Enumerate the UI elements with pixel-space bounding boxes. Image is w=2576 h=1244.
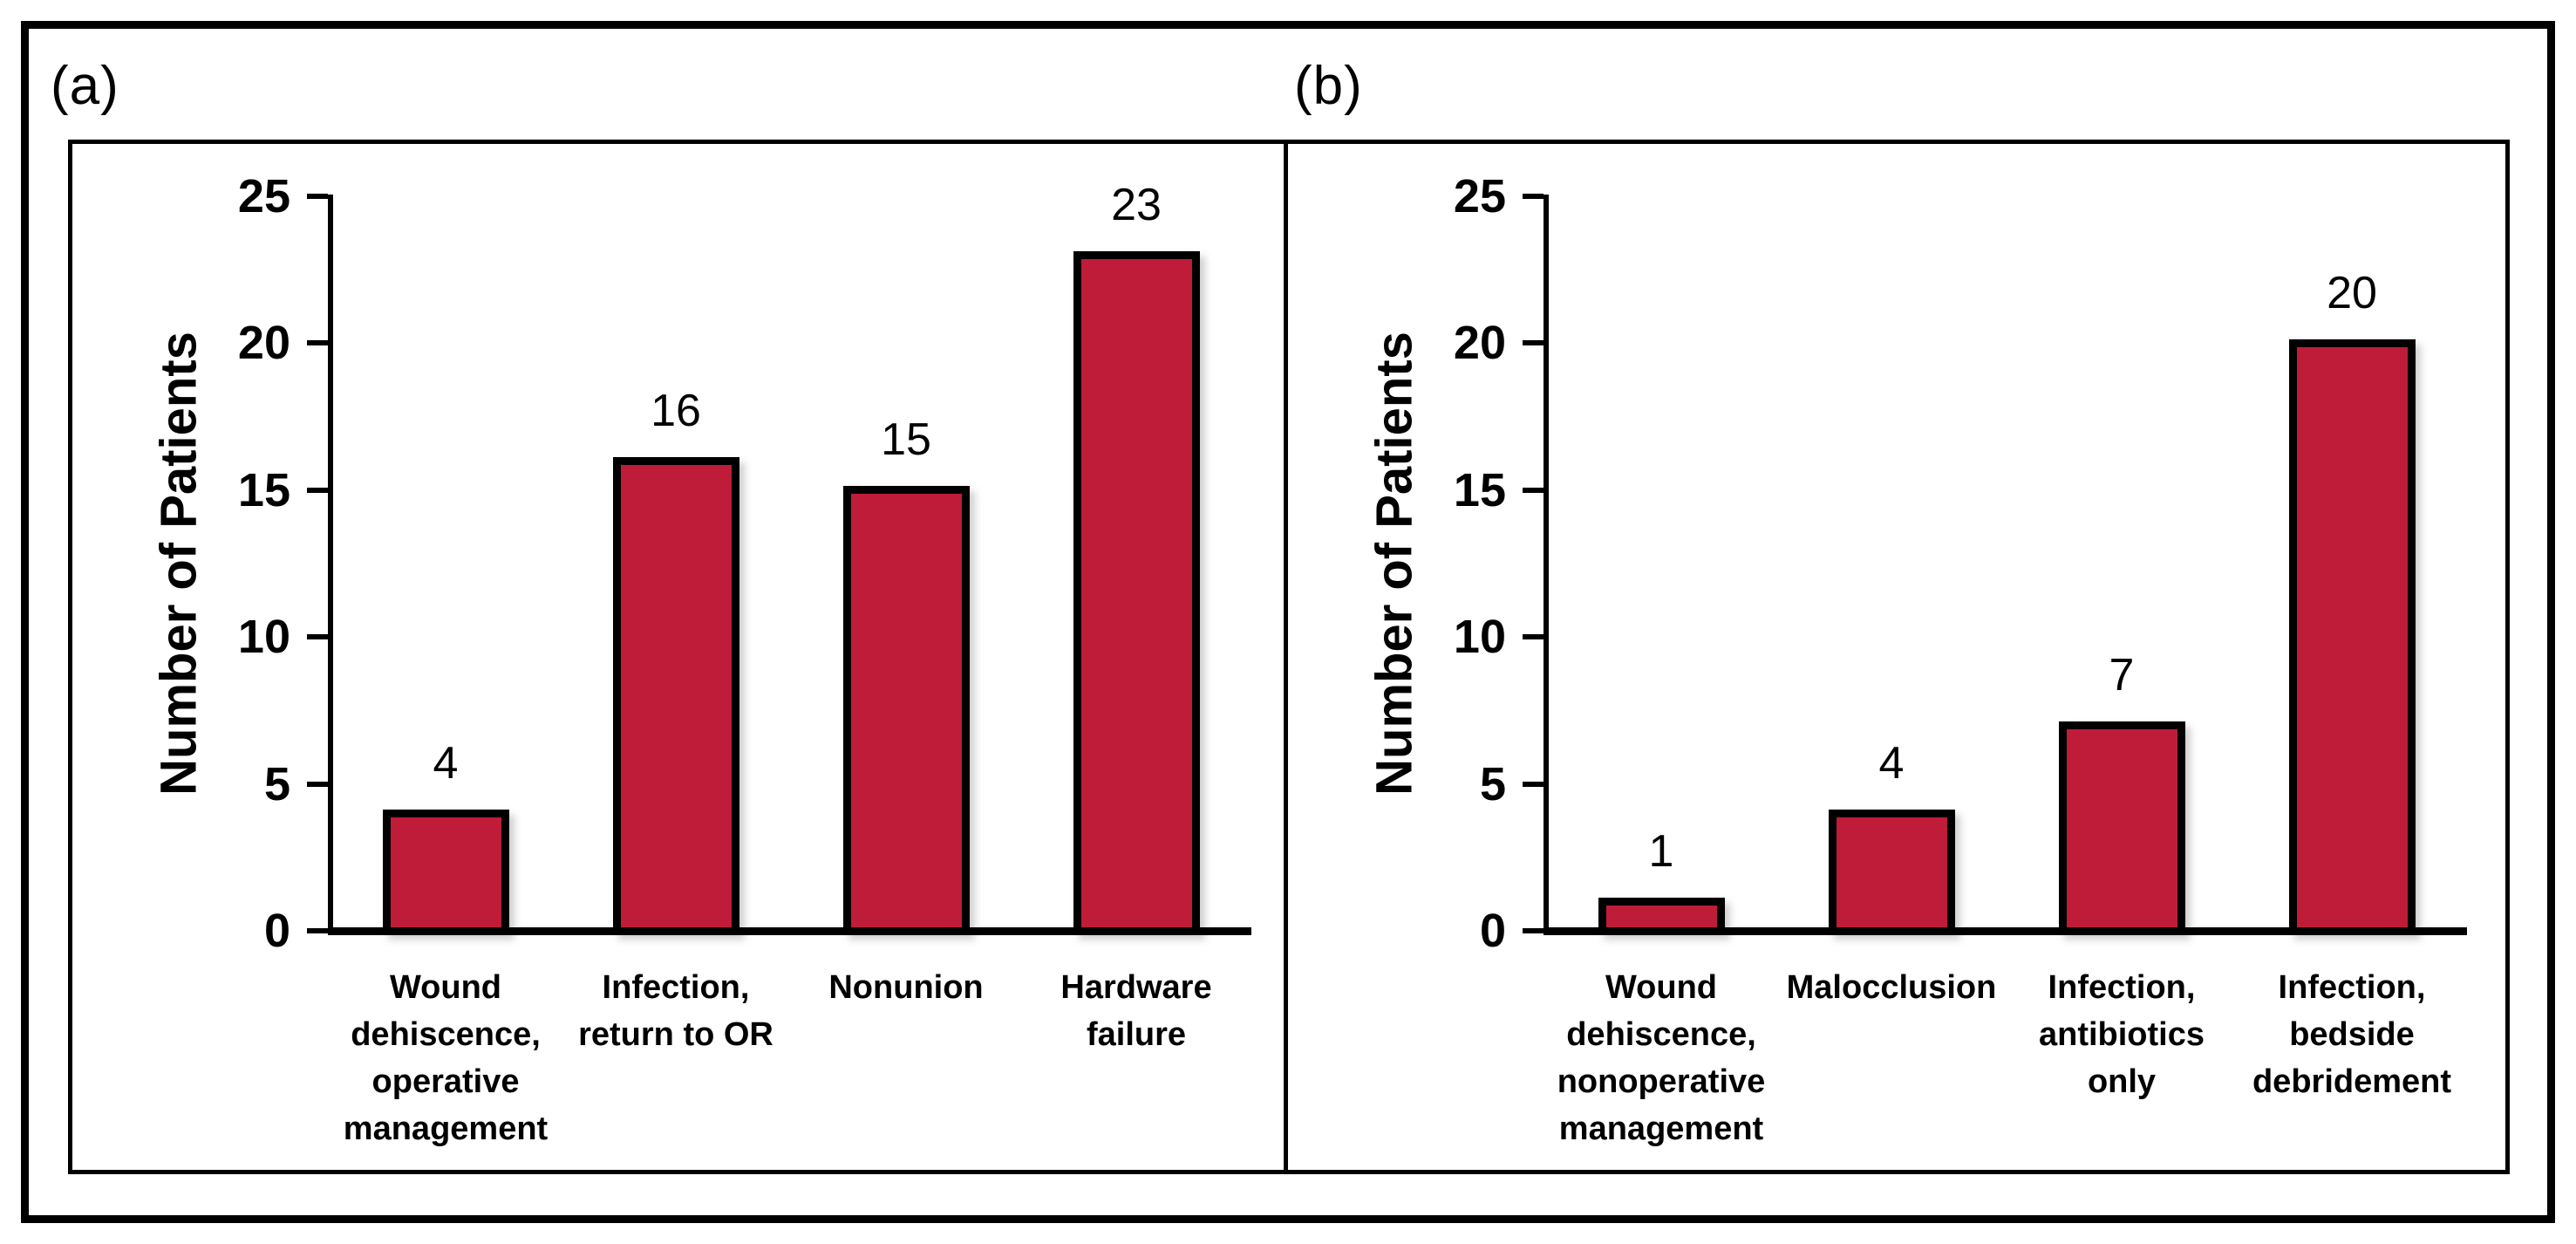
y-tick-label: 20 [1453, 317, 1506, 370]
bar [2058, 721, 2185, 935]
y-tick-mark [307, 634, 328, 640]
bar-value-label: 1 [1648, 825, 1674, 877]
x-category-label-line: Malocclusion [1786, 969, 1997, 1006]
x-category-label-line: operative [371, 1063, 520, 1100]
x-category-label: Wound dehiscence, nonoperative management [1509, 964, 1814, 1152]
x-category-label: Infection, return to OR [523, 964, 828, 1058]
y-tick-label: 10 [1453, 611, 1506, 664]
y-axis-line [1544, 195, 1549, 935]
y-tick-label: 15 [237, 463, 290, 516]
bar-value-label: 20 [2327, 267, 2377, 318]
y-tick-mark [1523, 487, 1544, 493]
x-category-label-line: management [343, 1111, 549, 1147]
x-category-label-line: management [1558, 1111, 1764, 1147]
x-category-label-line: antibiotics [2038, 1016, 2205, 1053]
x-category-label: Wound dehiscence, operative management [293, 964, 598, 1152]
x-category-label-line: Infection, [602, 969, 750, 1006]
x-category-label-line: debridement [2252, 1063, 2452, 1100]
bar [1073, 250, 1200, 935]
bar-value-label: 7 [2109, 649, 2135, 701]
bar-value-label: 4 [1878, 737, 1905, 789]
panel-b-chart: Number of Patients 0 5 10 15 20 25 1 Wound dehis… [1284, 140, 2510, 1174]
y-tick-mark [1523, 928, 1544, 933]
panel-label-a: (a) [51, 56, 119, 116]
bar [2288, 338, 2416, 935]
x-axis-line [1544, 926, 2467, 935]
y-tick-label: 10 [237, 611, 290, 664]
x-category-label: Nonunion [753, 964, 1059, 1011]
x-axis-line [328, 926, 1251, 935]
panel-label-b: (b) [1294, 56, 1363, 116]
x-category-label-line: return to OR [578, 1016, 773, 1053]
x-category-label-line: nonoperative [1557, 1063, 1766, 1100]
y-tick-mark [307, 340, 328, 346]
y-tick-mark [1523, 781, 1544, 787]
y-axis-line [328, 195, 333, 935]
x-category-label: Infection, bedside debridement [2199, 964, 2504, 1105]
y-tick-mark [307, 487, 328, 493]
y-axis-title: Number of Patients [150, 332, 208, 796]
panel-a-plot-area: Number of Patients 0 5 10 15 20 25 4 Wound dehis… [72, 144, 1284, 1170]
x-category-label-line: Hardware [1060, 969, 1212, 1006]
bar-value-label: 4 [433, 737, 459, 789]
panel-a-chart: Number of Patients 0 5 10 15 20 25 4 Wound dehis… [68, 140, 1288, 1174]
y-axis-title: Number of Patients [1366, 332, 1423, 796]
y-tick-label: 0 [1479, 905, 1506, 957]
y-tick-label: 20 [237, 317, 290, 370]
x-category-label: Hardware failure [984, 964, 1289, 1058]
x-category-label-line: failure [1086, 1016, 1187, 1053]
x-category-label-line: Infection, [2278, 969, 2426, 1006]
y-tick-mark [307, 781, 328, 787]
panel-b-plot-area: Number of Patients 0 5 10 15 20 25 1 Wound dehis… [1288, 144, 2505, 1170]
bar [842, 486, 970, 935]
x-category-label-line: Infection, [2048, 969, 2196, 1006]
bar [612, 456, 739, 935]
y-tick-label: 5 [1479, 757, 1506, 810]
y-tick-mark [1523, 340, 1544, 346]
bar-value-label: 16 [651, 385, 701, 436]
x-category-label-line: Nonunion [828, 969, 984, 1006]
y-tick-label: 0 [263, 905, 290, 957]
y-tick-label: 15 [1453, 463, 1506, 516]
bar [1828, 809, 1955, 935]
y-tick-label: 5 [263, 757, 290, 810]
y-tick-label: 25 [1453, 170, 1506, 222]
bar-value-label: 23 [1111, 179, 1162, 230]
y-tick-mark [1523, 634, 1544, 640]
x-category-label-line: only [2087, 1063, 2157, 1100]
bar [382, 809, 509, 935]
x-category-label-line: Wound [1605, 969, 1718, 1006]
bar-value-label: 15 [881, 414, 931, 466]
y-tick-mark [307, 194, 328, 199]
x-category-label: Malocclusion [1739, 964, 2044, 1011]
y-tick-mark [307, 928, 328, 933]
x-category-label-line: Wound [389, 969, 502, 1006]
x-category-label-line: dehiscence, [1566, 1016, 1756, 1053]
y-tick-mark [1523, 194, 1544, 199]
y-tick-label: 25 [237, 170, 290, 222]
x-category-label-line: dehiscence, [351, 1016, 541, 1053]
x-category-label-line: bedside [2289, 1016, 2415, 1053]
x-category-label: Infection, antibiotics only [1969, 964, 2274, 1105]
